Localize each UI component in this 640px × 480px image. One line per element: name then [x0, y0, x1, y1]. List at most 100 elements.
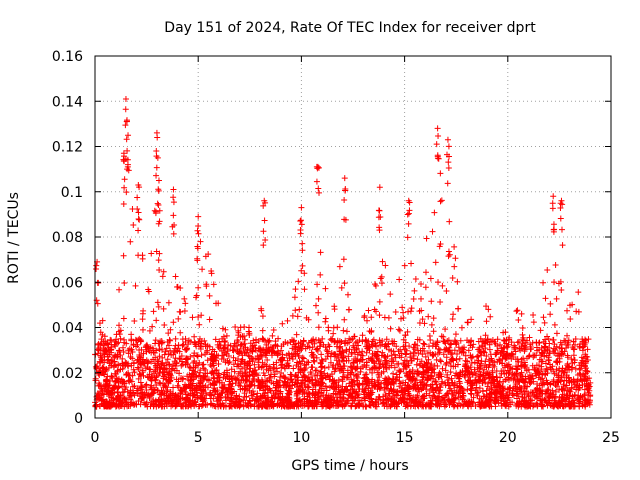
data-point: [155, 303, 162, 310]
data-point: [196, 335, 203, 342]
data-point: [424, 367, 431, 374]
data-point: [428, 361, 435, 368]
data-point: [492, 384, 499, 391]
data-point: [482, 345, 489, 352]
data-point: [247, 340, 254, 347]
data-point: [156, 369, 163, 376]
data-point: [372, 282, 379, 289]
data-point: [499, 360, 506, 367]
data-point: [332, 338, 339, 345]
data-point: [225, 395, 232, 402]
data-point: [347, 363, 354, 370]
data-point: [153, 317, 160, 324]
data-point: [269, 352, 276, 359]
data-point: [123, 189, 130, 196]
data-point: [551, 321, 558, 328]
data-point: [117, 352, 124, 359]
data-point: [500, 329, 507, 336]
data-point: [477, 360, 484, 367]
data-point: [340, 327, 347, 334]
data-point: [408, 305, 415, 312]
data-point: [427, 372, 434, 379]
data-point: [371, 381, 378, 388]
data-point: [341, 316, 348, 323]
y-tick-label: 0: [74, 411, 83, 427]
data-point: [249, 347, 256, 354]
data-point: [362, 403, 369, 410]
data-point: [158, 403, 165, 410]
data-point: [450, 311, 457, 318]
data-point: [329, 364, 336, 371]
data-point: [237, 334, 244, 341]
data-point: [429, 352, 436, 359]
data-point: [208, 270, 215, 277]
data-point: [143, 341, 150, 348]
data-point: [498, 391, 505, 398]
data-point: [377, 275, 384, 282]
data-point: [305, 359, 312, 366]
data-point: [487, 399, 494, 406]
data-point: [417, 398, 424, 405]
data-point: [377, 396, 384, 403]
data-point: [445, 143, 452, 150]
data-point: [271, 364, 278, 371]
data-point: [469, 371, 476, 378]
data-point: [259, 313, 266, 320]
data-point: [284, 396, 291, 403]
data-point: [334, 324, 341, 331]
data-point: [421, 341, 428, 348]
data-point: [152, 377, 159, 384]
data-point: [175, 395, 182, 402]
data-point: [389, 338, 396, 345]
data-point: [546, 400, 553, 407]
data-point: [521, 359, 528, 366]
data-point: [558, 394, 565, 401]
data-point: [566, 392, 573, 399]
data-point: [102, 403, 109, 410]
data-point: [136, 346, 143, 353]
data-point: [482, 402, 489, 409]
data-point: [99, 331, 106, 338]
data-point: [383, 376, 390, 383]
data-point: [150, 308, 157, 315]
x-tick-label: 25: [602, 430, 620, 446]
data-point: [519, 373, 526, 380]
data-point: [226, 372, 233, 379]
data-point: [346, 346, 353, 353]
data-point: [338, 284, 345, 291]
data-point: [387, 325, 394, 332]
data-point: [170, 199, 177, 206]
data-point: [576, 366, 583, 373]
data-point: [573, 308, 580, 315]
data-point: [541, 344, 548, 351]
data-point: [413, 398, 420, 405]
data-point: [200, 365, 207, 372]
data-point: [259, 336, 266, 343]
data-point: [168, 366, 175, 373]
data-point: [483, 318, 490, 325]
data-point: [325, 350, 332, 357]
data-point: [447, 369, 454, 376]
data-point: [348, 379, 355, 386]
axis-ticks: 0 5 10 15 20 25 0 0.02 0.04 0.06 0.08 0.1 0.12 0.14 0.…: [52, 49, 620, 446]
data-point: [126, 372, 133, 379]
data-point: [297, 226, 304, 233]
data-point: [575, 396, 582, 403]
data-point: [306, 402, 313, 409]
data-point: [252, 397, 259, 404]
data-point: [354, 374, 361, 381]
data-point: [155, 402, 162, 409]
data-point: [399, 391, 406, 398]
data-point: [225, 353, 232, 360]
data-point: [484, 393, 491, 400]
data-point: [332, 390, 339, 397]
data-point: [279, 320, 286, 327]
data-point: [468, 316, 475, 323]
data-point: [456, 355, 463, 362]
data-point: [120, 252, 127, 259]
data-point: [446, 251, 453, 258]
data-point: [218, 390, 225, 397]
data-point: [414, 382, 421, 389]
data-point: [436, 243, 443, 250]
data-point: [544, 267, 551, 274]
